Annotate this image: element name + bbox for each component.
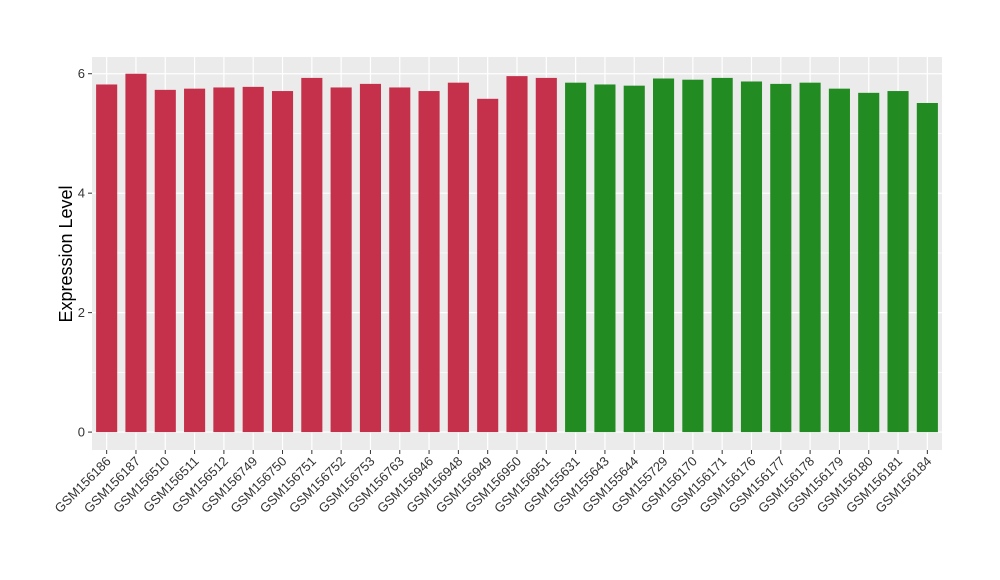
bar [653,78,675,433]
y-axis: 0 2 4 6 [78,66,92,440]
bar [301,77,323,433]
bar [125,73,147,433]
bar [711,77,733,433]
bar [770,83,792,433]
bars [96,73,938,433]
bar [535,77,557,433]
bar [184,88,206,433]
y-tick-label: 4 [78,186,85,201]
bar [799,82,821,433]
x-axis: GSM156186GSM156187GSM156510GSM156511GSM1… [52,450,934,516]
bar [623,85,645,433]
bar [330,87,352,433]
bar [359,83,381,433]
y-tick-label: 6 [78,66,85,81]
bar [271,91,294,433]
bar [565,82,587,433]
bar [682,79,704,433]
bar [242,86,264,433]
bar [213,87,235,433]
bar [96,84,118,433]
y-tick-label: 0 [78,425,85,440]
bar [828,88,850,433]
bar [506,76,528,433]
y-axis-title: Expression Level [56,185,76,322]
bar [594,84,616,433]
bar [477,98,499,433]
y-tick-label: 2 [78,305,85,320]
bar [154,89,176,433]
bar [418,91,440,433]
bar [916,102,938,433]
bar [447,82,469,433]
bar [887,91,909,433]
bar [740,81,763,433]
bar [858,92,880,433]
bar [389,87,411,433]
